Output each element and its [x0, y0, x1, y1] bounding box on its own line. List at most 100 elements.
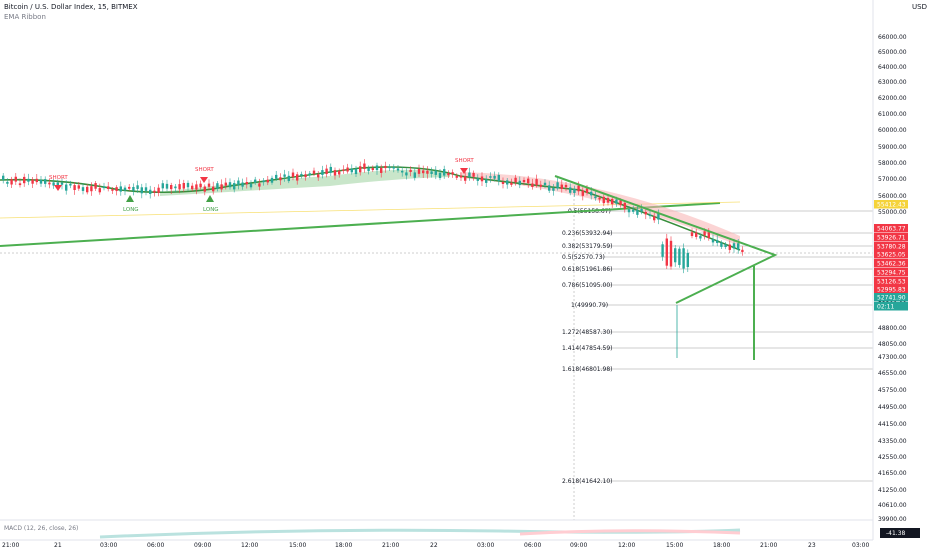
candle-body [615, 199, 618, 204]
candle-body [149, 189, 152, 194]
candle-body [447, 173, 450, 176]
price-tag-text: 53126.53 [877, 279, 906, 286]
candle-body [81, 187, 85, 191]
candle-body [514, 177, 517, 183]
candle-body [60, 182, 64, 185]
candle-body [548, 185, 551, 191]
candle-body [304, 174, 307, 178]
trendline-support[interactable] [0, 202, 721, 247]
price-axis-label: 42550.00 [878, 454, 907, 461]
short-signal-label: SHORT [455, 158, 474, 164]
candle-body [262, 180, 265, 183]
time-axis-label: 22 [430, 542, 438, 549]
candle-body [564, 184, 568, 188]
candle-body [653, 216, 656, 221]
macd-indicator-label[interactable]: MACD (12, 26, close, 26) [4, 525, 79, 532]
candle-body [52, 182, 55, 186]
candle-body [619, 200, 622, 205]
candle-body [426, 170, 429, 174]
candle-body [644, 211, 647, 215]
price-tag [874, 250, 908, 259]
candle-body [325, 168, 328, 175]
price-tag-text: 02:11 [877, 304, 894, 311]
short-signal-arrow[interactable] [460, 168, 468, 174]
candle-body [632, 209, 635, 212]
candle-body [682, 248, 685, 269]
price-axis-label: 56000.00 [878, 193, 907, 200]
candle-body [287, 175, 290, 182]
candle-body [707, 232, 710, 239]
candle-body [497, 174, 500, 182]
macd-value-tag [880, 528, 920, 538]
candle-body [275, 174, 278, 179]
indicator-label-ema-ribbon[interactable]: EMA Ribbon [4, 13, 46, 21]
candle-body [94, 183, 97, 189]
price-axis-label: 62000.00 [878, 95, 907, 102]
candle-body [451, 172, 454, 175]
time-axis-label: 09:00 [570, 542, 587, 549]
long-signal-arrow[interactable] [126, 195, 134, 202]
short-signal-arrow[interactable] [54, 185, 62, 191]
candle-body [69, 183, 72, 186]
triangle-pattern[interactable] [554, 175, 778, 304]
candle-body [539, 184, 542, 187]
price-axis-label: 46550.00 [878, 370, 907, 377]
candle-body [191, 185, 194, 190]
candle-body [573, 188, 576, 194]
candle-body [401, 170, 404, 173]
candle-body [115, 187, 118, 192]
long-signal-arrow[interactable] [206, 195, 214, 202]
chart-symbol-title[interactable]: Bitcoin / U.S. Dollar Index, 15, BITMEX [4, 3, 138, 11]
candle-body [556, 182, 559, 189]
candle-body [98, 188, 101, 193]
candle-body [300, 173, 303, 176]
time-axis-label: 21:00 [2, 542, 19, 549]
price-tag [874, 293, 908, 302]
long-signal-label: LONG [203, 207, 219, 213]
fib-level-label: 1.618(46801.98) [562, 366, 613, 373]
candle-body [31, 179, 34, 184]
price-tag-text: 53294.75 [877, 270, 906, 277]
candle-body [65, 184, 68, 191]
fib-level-label: 0.382(53179.59) [562, 243, 613, 250]
price-tag-text: 53625.05 [877, 252, 906, 259]
candle-body [363, 163, 366, 170]
candle-body [333, 170, 337, 176]
candle-body [224, 182, 227, 186]
candle-body [569, 187, 572, 193]
candle-body [678, 248, 681, 265]
candle-body [699, 235, 702, 239]
candle-body [186, 182, 190, 188]
fib-level-label: 1(49990.79) [571, 302, 608, 309]
candle-body [510, 182, 513, 185]
candle-body [157, 187, 160, 193]
price-tag [874, 277, 908, 286]
price-axis-label: 61000.00 [878, 111, 907, 118]
candle-body [165, 183, 169, 189]
short-signal-arrow[interactable] [200, 177, 208, 183]
candle-body [695, 232, 698, 237]
price-tag [874, 242, 908, 251]
candle-body [434, 170, 437, 175]
time-axis-label: 21:00 [760, 542, 777, 549]
candle-body [10, 179, 13, 185]
candle-body [144, 187, 148, 191]
candle-body [396, 168, 400, 171]
candle-body [409, 169, 412, 172]
candle-body [728, 244, 731, 250]
price-tag-text: 54063.77 [877, 226, 906, 233]
candle-body [581, 190, 584, 196]
price-axis-label: 48800.00 [878, 325, 907, 332]
price-tag-text: 52995.83 [877, 287, 906, 294]
candle-body [669, 240, 673, 267]
time-axis-label: 03:00 [477, 542, 494, 549]
price-tag [874, 259, 908, 268]
candle-body [48, 182, 51, 185]
candle-body [422, 170, 425, 174]
price-axis-label: 40610.00 [878, 502, 907, 509]
candle-body [690, 232, 694, 237]
price-tag-text: 55412.43 [877, 202, 906, 209]
candle-body [350, 168, 353, 173]
candle-body [732, 243, 736, 249]
